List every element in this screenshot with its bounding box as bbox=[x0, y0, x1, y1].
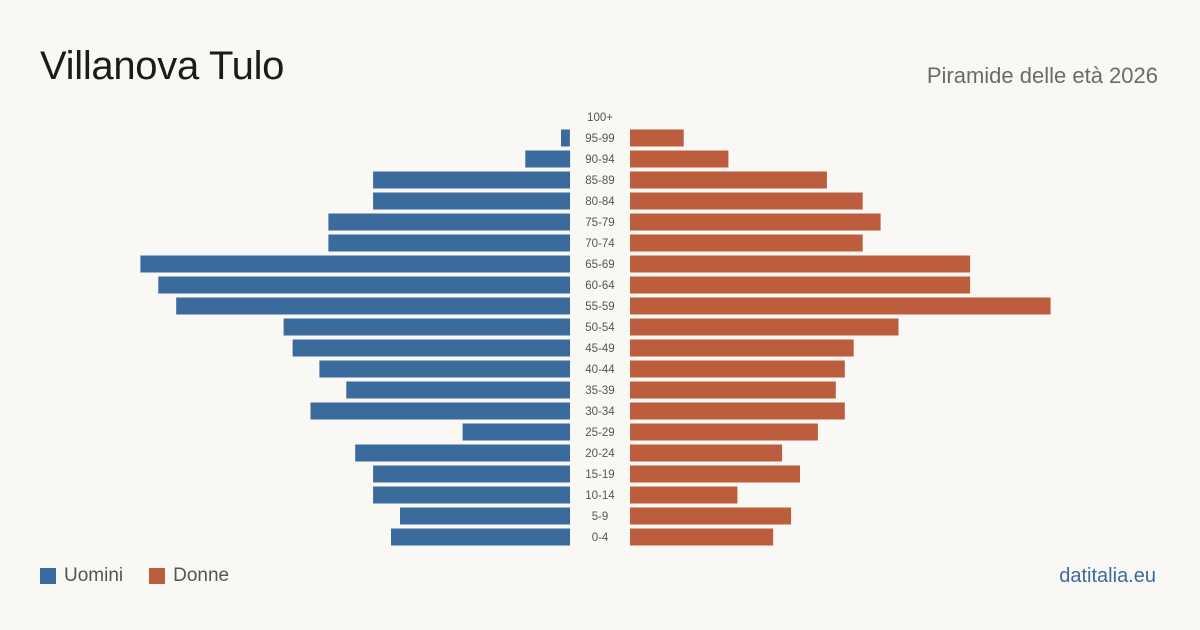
bar-women-15-19 bbox=[630, 465, 800, 483]
age-label-65-69: 65-69 bbox=[585, 259, 614, 271]
bar-men-30-34 bbox=[310, 402, 570, 420]
age-label-100+: 100+ bbox=[587, 112, 613, 124]
bar-women-50-54 bbox=[630, 318, 899, 336]
age-label-30-34: 30-34 bbox=[585, 406, 615, 418]
bar-men-20-24 bbox=[355, 444, 570, 462]
bar-women-20-24 bbox=[630, 444, 783, 462]
bar-men-40-44 bbox=[319, 360, 570, 378]
brand-link[interactable]: datitalia.eu bbox=[1059, 565, 1156, 587]
chart-subtitle: Piramide delle età 2026 bbox=[926, 63, 1158, 88]
age-label-75-79: 75-79 bbox=[585, 217, 614, 229]
bar-women-70-74 bbox=[630, 234, 863, 252]
bar-men-50-54 bbox=[283, 318, 570, 336]
legend-label-women: Donne bbox=[173, 565, 230, 586]
age-label-60-64: 60-64 bbox=[585, 280, 615, 292]
bar-women-30-34 bbox=[630, 402, 845, 420]
age-label-40-44: 40-44 bbox=[585, 364, 615, 376]
legend-item-men: Uomini bbox=[40, 565, 123, 587]
bar-men-75-79 bbox=[328, 213, 570, 231]
bar-women-45-49 bbox=[630, 339, 854, 357]
bar-women-5-9 bbox=[630, 507, 792, 525]
bar-women-55-59 bbox=[630, 297, 1051, 315]
bar-women-60-64 bbox=[630, 276, 971, 294]
age-label-50-54: 50-54 bbox=[585, 322, 615, 334]
bar-men-35-39 bbox=[346, 381, 570, 399]
legend-swatch-men bbox=[40, 568, 56, 584]
bar-women-90-94 bbox=[630, 150, 729, 168]
age-label-0-4: 0-4 bbox=[592, 532, 609, 544]
bar-women-0-4 bbox=[630, 528, 774, 546]
bar-women-75-79 bbox=[630, 213, 881, 231]
bar-men-15-19 bbox=[373, 465, 570, 483]
bar-men-65-69 bbox=[140, 255, 570, 273]
age-label-45-49: 45-49 bbox=[585, 343, 614, 355]
bar-women-95-99 bbox=[630, 129, 684, 147]
age-label-15-19: 15-19 bbox=[585, 469, 614, 481]
age-label-25-29: 25-29 bbox=[585, 427, 614, 439]
bar-men-85-89 bbox=[373, 171, 570, 189]
chart-title: Villanova Tulo bbox=[40, 44, 285, 88]
age-label-80-84: 80-84 bbox=[585, 196, 615, 208]
age-label-70-74: 70-74 bbox=[585, 238, 615, 250]
bar-women-10-14 bbox=[630, 486, 738, 504]
bar-women-35-39 bbox=[630, 381, 836, 399]
bar-men-70-74 bbox=[328, 234, 570, 252]
age-label-35-39: 35-39 bbox=[585, 385, 614, 397]
age-label-10-14: 10-14 bbox=[585, 490, 615, 502]
age-label-20-24: 20-24 bbox=[585, 448, 615, 460]
bar-men-55-59 bbox=[176, 297, 570, 315]
age-label-85-89: 85-89 bbox=[585, 175, 614, 187]
bar-men-25-29 bbox=[462, 423, 570, 441]
bar-men-60-64 bbox=[158, 276, 571, 294]
bar-men-90-94 bbox=[525, 150, 571, 168]
age-label-90-94: 90-94 bbox=[585, 154, 615, 166]
legend-swatch-women bbox=[149, 568, 166, 584]
legend-label-men: Uomini bbox=[64, 565, 124, 586]
age-label-95-99: 95-99 bbox=[585, 133, 614, 145]
bar-men-45-49 bbox=[292, 339, 570, 357]
bar-women-25-29 bbox=[630, 423, 818, 441]
bar-women-80-84 bbox=[630, 192, 863, 210]
legend: Uomini Donne bbox=[40, 565, 255, 587]
bar-women-65-69 bbox=[630, 255, 971, 273]
bar-men-10-14 bbox=[373, 486, 570, 504]
legend-item-women: Donne bbox=[149, 565, 229, 587]
age-label-5-9: 5-9 bbox=[592, 511, 609, 523]
bar-men-0-4 bbox=[391, 528, 570, 546]
bar-men-5-9 bbox=[400, 507, 570, 525]
bar-women-40-44 bbox=[630, 360, 845, 378]
bar-men-80-84 bbox=[373, 192, 570, 210]
bar-women-85-89 bbox=[630, 171, 827, 189]
bar-men-95-99 bbox=[561, 129, 570, 147]
age-label-55-59: 55-59 bbox=[585, 301, 614, 313]
